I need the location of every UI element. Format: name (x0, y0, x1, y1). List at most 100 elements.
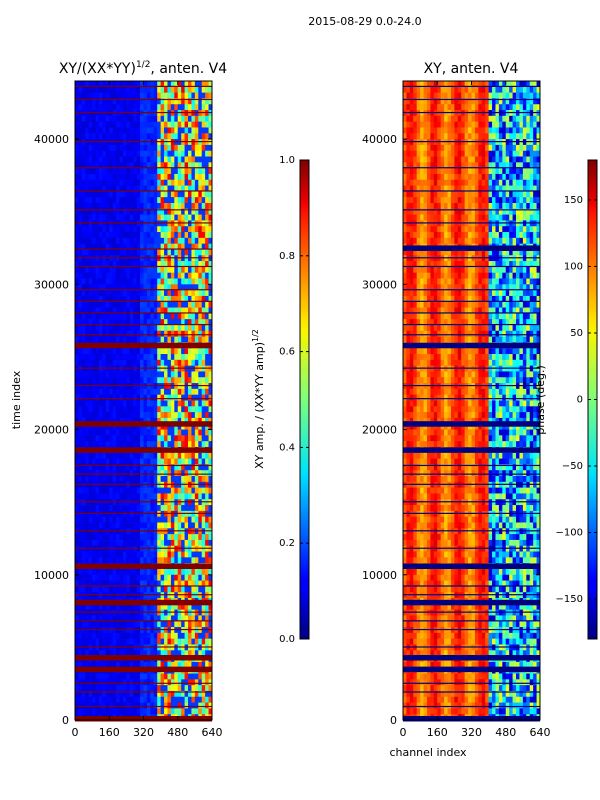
heatmap-cell (488, 121, 493, 128)
heatmap-cell (157, 516, 161, 523)
heatmap-cell (119, 487, 124, 494)
heatmap-cell (188, 423, 192, 430)
heatmap-cell (136, 121, 141, 128)
heatmap-cell (85, 586, 89, 593)
heatmap-cell (92, 650, 96, 657)
heatmap-cell (177, 516, 182, 523)
heatmap-cell (88, 464, 93, 471)
heatmap-cell (81, 603, 86, 610)
heatmap-cell (153, 534, 158, 541)
heatmap-cell (191, 685, 196, 692)
heatmap-cell (157, 237, 161, 244)
heatmap-cell (136, 249, 141, 256)
heatmap-cell (116, 661, 120, 669)
bad-row-thin (75, 367, 212, 369)
heatmap-cell (184, 133, 189, 140)
heatmap-cell (146, 661, 151, 669)
heatmap-cell (157, 272, 161, 279)
heatmap-cell (208, 458, 213, 465)
heatmap-cell (170, 290, 175, 297)
heatmap-cell (188, 406, 192, 413)
heatmap-cell (191, 324, 196, 332)
heatmap-cell (174, 301, 179, 308)
heatmap-cell (126, 127, 131, 134)
heatmap-cell (143, 487, 148, 494)
heatmap-cell (198, 696, 203, 703)
heatmap-cell (205, 661, 209, 669)
heatmap-cell (78, 278, 83, 285)
heatmap-cell (129, 208, 134, 215)
heatmap-cell (75, 557, 79, 564)
heatmap-cell (201, 261, 206, 268)
heatmap-cell (85, 690, 89, 698)
heatmap-cell (502, 86, 507, 93)
heatmap-cell (208, 638, 213, 645)
heatmap-cell (454, 144, 459, 152)
heatmap-cell (126, 150, 131, 157)
heatmap-cell (129, 278, 134, 285)
heatmap-cell (85, 603, 89, 610)
heatmap-cell (536, 127, 541, 134)
heatmap-cell (126, 330, 131, 337)
heatmap-cell (140, 237, 144, 244)
heatmap-cell (122, 557, 127, 564)
heatmap-cell (143, 470, 148, 477)
heatmap-cell (119, 406, 124, 413)
heatmap-cell (112, 568, 117, 576)
heatmap-cell (75, 307, 79, 314)
heatmap-cell (81, 179, 86, 186)
heatmap-cell (102, 580, 107, 587)
heatmap-cell (184, 435, 189, 442)
heatmap-cell (102, 336, 107, 343)
heatmap-cell (208, 324, 213, 332)
heatmap-cell (129, 696, 134, 703)
heatmap-cell (81, 406, 86, 413)
heatmap-cell (481, 144, 486, 152)
heatmap-cell (75, 429, 79, 436)
heatmap-cell (177, 295, 182, 303)
heatmap-cell (122, 412, 127, 419)
heatmap-cell (140, 179, 144, 186)
heatmap-cell (143, 348, 148, 355)
heatmap-cell (205, 127, 209, 134)
heatmap-cell (75, 534, 79, 541)
heatmap-cell (201, 144, 206, 152)
heatmap-cell (122, 661, 127, 669)
heatmap-cell (143, 324, 148, 332)
heatmap-cell (98, 539, 103, 547)
heatmap-cell (533, 92, 537, 99)
heatmap-cell (133, 574, 137, 581)
heatmap-cell (122, 86, 127, 93)
heatmap-cell (112, 168, 117, 175)
heatmap-cell (122, 586, 127, 593)
heatmap-cell (177, 249, 182, 256)
heatmap-cell (174, 551, 179, 558)
heatmap-cell (188, 452, 192, 459)
heatmap-cell (136, 470, 141, 477)
heatmap-cell (140, 417, 144, 425)
heatmap-cell (102, 301, 107, 308)
heatmap-cell (481, 133, 486, 140)
heatmap-cell (95, 685, 100, 692)
heatmap-cell (119, 104, 124, 111)
heatmap-cell (150, 86, 155, 93)
heatmap-cell (98, 150, 103, 157)
heatmap-cell (153, 243, 158, 250)
heatmap-cell (88, 185, 93, 192)
heatmap-cell (167, 493, 172, 500)
heatmap-cell (160, 621, 165, 628)
heatmap-cell (129, 551, 134, 558)
heatmap-cell (85, 464, 89, 471)
heatmap-cell (181, 574, 185, 581)
heatmap-cell (116, 441, 120, 448)
heatmap-cell (160, 272, 165, 279)
heatmap-cell (109, 144, 113, 152)
heatmap-cell (170, 679, 175, 686)
heatmap-cell (157, 632, 161, 639)
heatmap-cell (88, 232, 93, 239)
heatmap-cell (150, 191, 155, 198)
heatmap-cell (205, 243, 209, 250)
heatmap-cell (105, 394, 110, 401)
heatmap-cell (440, 133, 445, 140)
